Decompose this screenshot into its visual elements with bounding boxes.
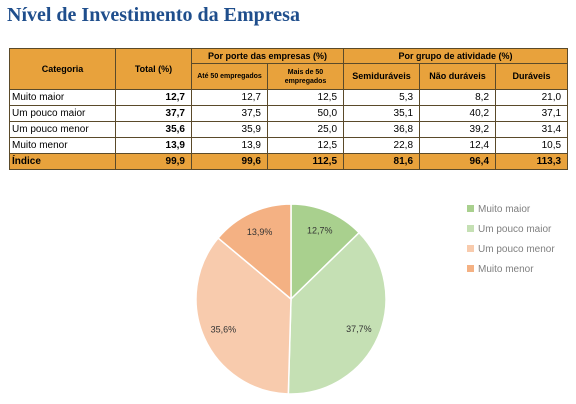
table-row: Um pouco menor 35,6 35,9 25,0 36,8 39,2 …	[9, 121, 569, 138]
cell-mais50: 25,0	[266, 121, 345, 138]
legend-swatch	[467, 245, 474, 252]
cell-semi: 5,3	[343, 89, 421, 106]
cell-total: 12,7	[115, 89, 192, 106]
cell-mais50: 12,5	[266, 137, 345, 154]
pie-data-label: 12,7%	[307, 226, 333, 236]
legend: Muito maior Um pouco maior Um pouco menor M…	[467, 204, 555, 275]
cell-ate50: 35,9	[191, 121, 268, 138]
table-row: Muito maior 12,7 12,7 12,5 5,3 8,2 21,0	[9, 89, 569, 106]
cell-total: 99,9	[115, 153, 192, 170]
cell-ate50: 13,9	[191, 137, 268, 154]
table-row: Muito menor 13,9 13,9 12,5 22,8 12,4 10,…	[9, 137, 569, 154]
header-semiduraveis: Semiduráveis	[343, 63, 421, 90]
legend-swatch	[467, 205, 474, 212]
pie-chart: 12,7% 37,7% 35,6% 13,9% Muito maior Um pouco…	[195, 203, 555, 395]
cell-nao: 96,4	[419, 153, 497, 170]
pie-data-label: 35,6%	[211, 324, 237, 334]
cell-nao: 8,2	[419, 89, 497, 106]
cell-semi: 36,8	[343, 121, 421, 138]
cell-mais50: 50,0	[266, 105, 345, 122]
cell-nao: 40,2	[419, 105, 497, 122]
pie-slice-1	[290, 203, 361, 301]
cell-dur: 10,5	[495, 137, 569, 154]
pie-slice-2	[287, 231, 387, 395]
header-categoria: Categoria	[9, 48, 116, 90]
cell-semi: 81,6	[343, 153, 421, 170]
legend-label: Muito maior	[478, 204, 531, 215]
cell-semi: 22,8	[343, 137, 421, 154]
table-row: Um pouco maior 37,7 37,5 50,0 35,1 40,2 …	[9, 105, 569, 122]
investment-table: Categoria Total (%) Por porte das empres…	[9, 48, 569, 170]
header-atividade: Por grupo de atividade (%)	[343, 48, 569, 64]
cell-dur: 31,4	[495, 121, 569, 138]
cell-mais50: 112,5	[266, 153, 345, 170]
row-label: Um pouco menor	[9, 121, 116, 138]
cell-dur: 21,0	[495, 89, 569, 106]
cell-semi: 35,1	[343, 105, 421, 122]
cell-ate50: 99,6	[191, 153, 268, 170]
header-nao-duraveis: Não duráveis	[419, 63, 497, 90]
row-label: Um pouco maior	[9, 105, 116, 122]
page-title: Nível de Investimento da Empresa	[7, 4, 300, 26]
cell-nao: 39,2	[419, 121, 497, 138]
pie-slices	[195, 203, 387, 395]
cell-ate50: 12,7	[191, 89, 268, 106]
header-ate50: Até 50 empregados	[191, 63, 268, 90]
cell-total: 13,9	[115, 137, 192, 154]
cell-total: 35,6	[115, 121, 192, 138]
legend-label: Muito menor	[478, 264, 534, 275]
cell-mais50: 12,5	[266, 89, 345, 106]
header-total: Total (%)	[115, 48, 192, 90]
header-mais50: Mais de 50 empregados	[266, 63, 345, 90]
legend-label: Um pouco maior	[478, 224, 552, 235]
row-label: Muito menor	[9, 137, 116, 154]
row-label: Índice	[9, 153, 116, 170]
cell-nao: 12,4	[419, 137, 497, 154]
legend-swatch	[467, 225, 474, 232]
cell-total: 37,7	[115, 105, 192, 122]
pie-slice-3	[195, 236, 292, 395]
legend-label: Um pouco menor	[478, 244, 555, 255]
legend-swatch	[467, 265, 474, 272]
pie-slice-4	[217, 203, 292, 301]
pie-data-label: 37,7%	[346, 324, 372, 334]
cell-ate50: 37,5	[191, 105, 268, 122]
header-duraveis: Duráveis	[495, 63, 569, 90]
cell-dur: 113,3	[495, 153, 569, 170]
header-porte: Por porte das empresas (%)	[190, 48, 345, 64]
row-label: Muito maior	[9, 89, 116, 106]
pie-labels: 12,7% 37,7% 35,6% 13,9%	[211, 226, 372, 335]
table-row-index: Índice 99,9 99,6 112,5 81,6 96,4 113,3	[9, 153, 569, 170]
pie-data-label: 13,9%	[247, 227, 273, 237]
cell-dur: 37,1	[495, 105, 569, 122]
